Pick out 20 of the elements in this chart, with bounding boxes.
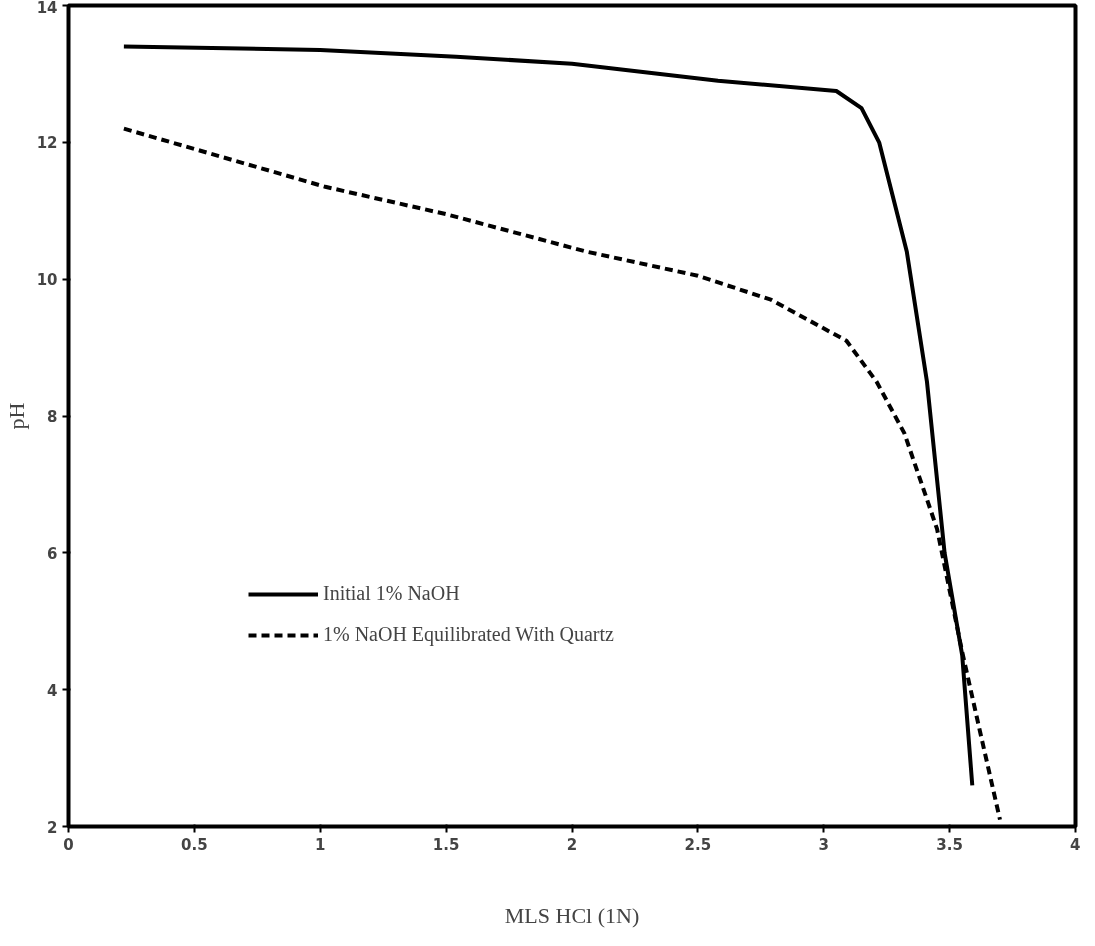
y-axis-title: pH [3, 402, 29, 430]
y-tick-label: 12 [36, 134, 58, 153]
y-tick-label: 14 [36, 0, 58, 17]
legend-label: Initial 1% NaOH [323, 582, 460, 605]
x-tick-label: 2 [566, 835, 578, 854]
x-tick-label: 4 [1070, 835, 1081, 854]
x-tick-label: 1 [315, 835, 326, 854]
x-tick-label: 2.5 [684, 835, 712, 854]
y-tick-label: 6 [47, 544, 58, 563]
y-tick-label: 10 [36, 271, 58, 290]
x-tick-label: 0.5 [181, 835, 208, 854]
x-tick-label: 1.5 [432, 835, 460, 854]
x-tick-label: 3 [818, 835, 829, 854]
y-tick-label: 8 [47, 408, 58, 426]
x-axis-title: MLS HCl (1N) [504, 902, 640, 928]
y-tick-label: 2 [47, 818, 58, 837]
y-tick-label: 4 [47, 681, 58, 700]
x-tick-label: 3.5 [936, 835, 963, 854]
x-tick-label: 0 [63, 835, 74, 854]
legend-label: 1% NaOH Equilibrated With Quartz [323, 623, 614, 646]
